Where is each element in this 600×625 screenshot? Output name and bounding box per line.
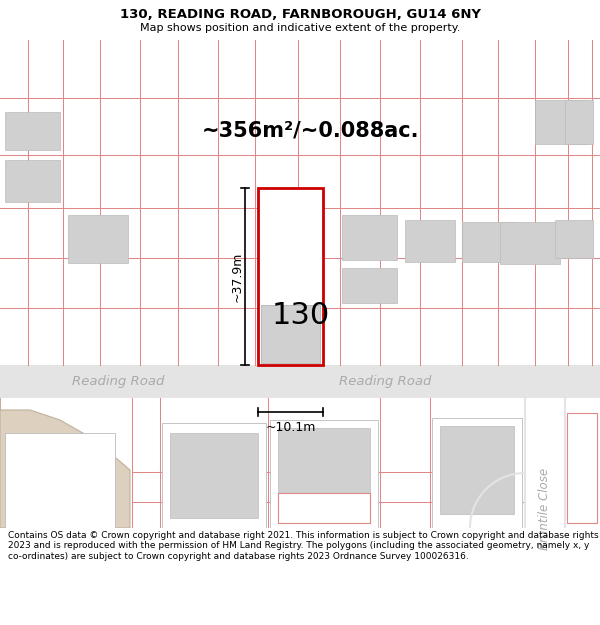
Polygon shape [0,398,130,528]
Text: Reading Road: Reading Road [72,375,164,388]
Text: 130, READING ROAD, FARNBOROUGH, GU14 6NY: 130, READING ROAD, FARNBOROUGH, GU14 6NY [119,8,481,21]
Bar [432,418,522,530]
Text: Reading Road: Reading Road [339,375,431,388]
Bar [5,433,115,528]
Bar [270,420,378,535]
Bar [5,160,60,202]
Bar [525,398,565,528]
Bar [440,426,514,514]
Text: ~356m²/~0.088ac.: ~356m²/~0.088ac. [201,120,419,140]
Text: Map shows position and indicative extent of the property.: Map shows position and indicative extent… [140,22,460,32]
Bar [5,112,60,150]
Bar [342,215,397,260]
Bar [278,493,370,523]
Bar [162,423,266,533]
Bar [405,220,455,262]
Bar [68,215,128,263]
Text: ~10.1m: ~10.1m [265,421,316,434]
Bar [258,188,323,365]
Bar [170,433,258,518]
Text: ~37.9m: ~37.9m [230,251,244,302]
Bar [278,428,370,518]
Bar [567,413,597,523]
Text: Bruntile Close: Bruntile Close [539,468,551,550]
Bar [500,222,560,264]
Text: 130: 130 [271,301,329,330]
Bar [565,100,593,144]
Text: Contains OS data © Crown copyright and database right 2021. This information is : Contains OS data © Crown copyright and d… [8,531,598,561]
Bar [0,365,600,398]
Bar [342,268,397,303]
Bar [535,100,587,144]
Bar [555,220,593,258]
Bar [261,304,320,363]
Bar [462,222,517,262]
